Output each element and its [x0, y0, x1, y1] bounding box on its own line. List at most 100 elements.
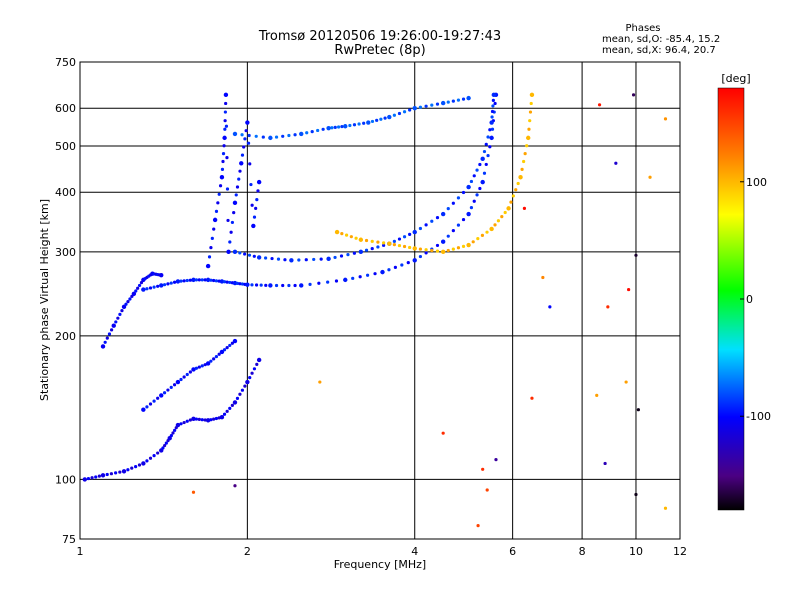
echo-point	[317, 281, 321, 285]
echo-point	[484, 162, 488, 167]
echo-point	[382, 243, 386, 247]
echo-point	[240, 388, 245, 392]
echo-point	[205, 418, 211, 423]
trace	[100, 271, 164, 349]
echo-point	[217, 192, 221, 196]
echo-point	[370, 246, 374, 251]
echo-point	[343, 124, 348, 129]
echo-point	[472, 199, 476, 203]
echo-point	[402, 244, 407, 249]
echo-point	[166, 282, 170, 286]
echo-point	[225, 187, 230, 191]
echo-point	[244, 129, 248, 133]
echo-point	[440, 249, 446, 255]
echo-point	[312, 257, 316, 262]
echo-point	[230, 403, 234, 407]
echo-point	[376, 245, 380, 249]
scattered-echo-point	[485, 488, 489, 492]
echo-point	[456, 196, 461, 200]
echo-point	[171, 431, 175, 435]
echo-point	[243, 384, 247, 388]
echo-point	[412, 106, 417, 111]
echo-point	[393, 265, 397, 269]
echo-point	[408, 245, 412, 250]
echo-point	[343, 277, 348, 283]
echo-point	[250, 371, 254, 375]
echo-point	[126, 468, 130, 472]
echo-point	[197, 417, 201, 421]
echo-point	[238, 251, 242, 255]
echo-point	[228, 343, 232, 348]
echo-point	[485, 230, 489, 234]
echo-point	[514, 188, 518, 192]
echo-point	[111, 323, 116, 328]
echo-point	[334, 229, 340, 235]
echo-point	[209, 246, 213, 250]
echo-point	[326, 125, 331, 131]
echo-point	[446, 234, 450, 238]
echo-point	[466, 95, 471, 101]
echo-point	[446, 100, 450, 104]
echo-point	[340, 125, 344, 129]
echo-point	[219, 415, 225, 420]
echo-point	[223, 127, 227, 131]
echo-point	[475, 168, 479, 172]
x-tick-label: 2	[244, 545, 251, 558]
echo-point	[219, 279, 225, 284]
echo-point	[446, 248, 450, 253]
echo-point	[234, 193, 238, 197]
echo-point	[440, 100, 446, 106]
echo-point	[346, 253, 350, 257]
echo-point	[217, 352, 221, 356]
x-tick-label: 8	[579, 545, 586, 558]
echo-point	[408, 108, 412, 112]
echo-point	[254, 134, 258, 138]
echo-point	[308, 282, 312, 286]
echo-point	[254, 206, 258, 210]
echo-point	[348, 123, 352, 128]
scattered-echo-point	[603, 461, 607, 466]
scattered-echo-point	[441, 431, 445, 435]
scattered-echo-point	[541, 275, 545, 280]
echo-point	[440, 239, 446, 244]
echo-point	[243, 252, 247, 256]
echo-point	[224, 101, 228, 106]
echo-point	[461, 244, 466, 248]
echo-point	[164, 441, 168, 445]
echo-point	[506, 206, 511, 211]
echo-point	[387, 114, 392, 120]
echo-point	[264, 283, 268, 287]
echo-point	[218, 184, 223, 188]
echo-point	[126, 300, 130, 304]
echo-point	[349, 235, 353, 239]
echo-point	[139, 281, 144, 285]
colorbar-ticks: 100 0 -100	[740, 176, 771, 423]
echo-point	[529, 101, 533, 106]
echo-point	[430, 103, 434, 107]
echo-point	[412, 229, 417, 235]
echo-point	[486, 153, 490, 158]
y-tick-label: 75	[62, 533, 76, 546]
echo-point	[97, 474, 101, 478]
scattered-echo-point	[636, 408, 640, 412]
echo-point	[424, 223, 428, 227]
echo-point	[511, 194, 515, 198]
echo-point	[205, 263, 211, 269]
echo-point	[246, 141, 251, 145]
echo-point	[238, 392, 242, 396]
echo-point	[221, 152, 226, 156]
y-axis-label: Stationary phase Virtual Height [km]	[38, 199, 51, 401]
y-axis-ticks: 75 100 200 300 400 500 600 750	[55, 56, 76, 546]
echo-point	[408, 232, 412, 236]
echo-point	[248, 376, 252, 380]
echo-point	[103, 340, 107, 344]
scattered-echo-point	[614, 161, 618, 165]
echo-point	[482, 171, 487, 175]
echo-point	[214, 279, 219, 283]
echo-point	[152, 399, 156, 403]
echo-point	[188, 278, 192, 282]
echo-point	[212, 357, 216, 361]
echo-point	[200, 418, 204, 422]
echo-point	[484, 142, 488, 146]
echo-point	[256, 179, 262, 185]
